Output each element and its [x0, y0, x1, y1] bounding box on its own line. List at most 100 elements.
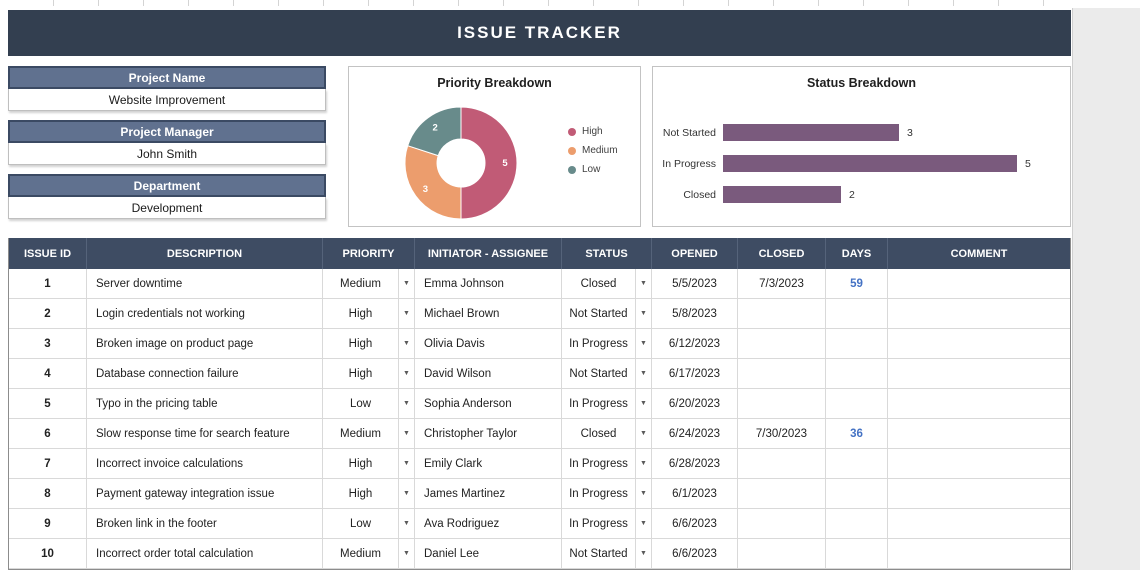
project-field-value[interactable]: Website Improvement — [8, 89, 326, 111]
opened-date-cell[interactable]: 6/20/2023 — [652, 389, 738, 419]
status-dropdown[interactable]: Not Started ▼ — [562, 359, 652, 389]
status-dropdown[interactable]: In Progress ▼ — [562, 449, 652, 479]
dropdown-arrow-icon[interactable]: ▼ — [398, 359, 414, 388]
description-cell[interactable]: Broken image on product page — [87, 329, 323, 359]
comment-cell[interactable] — [888, 419, 1070, 449]
comment-cell[interactable] — [888, 539, 1070, 569]
priority-dropdown[interactable]: Medium ▼ — [323, 539, 415, 569]
description-cell[interactable]: Database connection failure — [87, 359, 323, 389]
closed-date-cell[interactable] — [738, 389, 826, 419]
issue-id-cell[interactable]: 5 — [9, 389, 87, 419]
assignee-cell[interactable]: Christopher Taylor — [415, 419, 562, 449]
issue-id-cell[interactable]: 2 — [9, 299, 87, 329]
comment-cell[interactable] — [888, 359, 1070, 389]
opened-date-cell[interactable]: 6/6/2023 — [652, 539, 738, 569]
dropdown-arrow-icon[interactable]: ▼ — [398, 479, 414, 508]
comment-cell[interactable] — [888, 479, 1070, 509]
dropdown-arrow-icon[interactable]: ▼ — [398, 419, 414, 448]
issue-id-cell[interactable]: 4 — [9, 359, 87, 389]
opened-date-cell[interactable]: 6/1/2023 — [652, 479, 738, 509]
dropdown-arrow-icon[interactable]: ▼ — [398, 509, 414, 538]
status-dropdown[interactable]: Closed ▼ — [562, 269, 652, 299]
description-cell[interactable]: Payment gateway integration issue — [87, 479, 323, 509]
opened-date-cell[interactable]: 5/5/2023 — [652, 269, 738, 299]
closed-date-cell[interactable]: 7/30/2023 — [738, 419, 826, 449]
issue-id-cell[interactable]: 7 — [9, 449, 87, 479]
closed-date-cell[interactable]: 7/3/2023 — [738, 269, 826, 299]
days-cell[interactable] — [826, 389, 888, 419]
dropdown-arrow-icon[interactable]: ▼ — [398, 449, 414, 478]
issue-id-cell[interactable]: 10 — [9, 539, 87, 569]
dropdown-arrow-icon[interactable]: ▼ — [635, 419, 651, 448]
assignee-cell[interactable]: David Wilson — [415, 359, 562, 389]
assignee-cell[interactable]: Ava Rodriguez — [415, 509, 562, 539]
status-dropdown[interactable]: In Progress ▼ — [562, 479, 652, 509]
issue-id-cell[interactable]: 1 — [9, 269, 87, 299]
days-cell[interactable] — [826, 479, 888, 509]
days-cell[interactable]: 36 — [826, 419, 888, 449]
dropdown-arrow-icon[interactable]: ▼ — [635, 539, 651, 568]
comment-cell[interactable] — [888, 299, 1070, 329]
dropdown-arrow-icon[interactable]: ▼ — [635, 509, 651, 538]
description-cell[interactable]: Broken link in the footer — [87, 509, 323, 539]
status-dropdown[interactable]: In Progress ▼ — [562, 329, 652, 359]
closed-date-cell[interactable] — [738, 509, 826, 539]
comment-cell[interactable] — [888, 269, 1070, 299]
priority-dropdown[interactable]: Medium ▼ — [323, 419, 415, 449]
comment-cell[interactable] — [888, 389, 1070, 419]
dropdown-arrow-icon[interactable]: ▼ — [398, 389, 414, 418]
dropdown-arrow-icon[interactable]: ▼ — [635, 389, 651, 418]
closed-date-cell[interactable] — [738, 359, 826, 389]
project-field-value[interactable]: John Smith — [8, 143, 326, 165]
days-cell[interactable] — [826, 449, 888, 479]
opened-date-cell[interactable]: 6/6/2023 — [652, 509, 738, 539]
days-cell[interactable] — [826, 359, 888, 389]
issue-id-cell[interactable]: 3 — [9, 329, 87, 359]
issue-id-cell[interactable]: 6 — [9, 419, 87, 449]
opened-date-cell[interactable]: 6/24/2023 — [652, 419, 738, 449]
description-cell[interactable]: Incorrect invoice calculations — [87, 449, 323, 479]
dropdown-arrow-icon[interactable]: ▼ — [635, 329, 651, 358]
closed-date-cell[interactable] — [738, 329, 826, 359]
priority-dropdown[interactable]: High ▼ — [323, 359, 415, 389]
description-cell[interactable]: Incorrect order total calculation — [87, 539, 323, 569]
assignee-cell[interactable]: James Martinez — [415, 479, 562, 509]
status-dropdown[interactable]: Not Started ▼ — [562, 299, 652, 329]
dropdown-arrow-icon[interactable]: ▼ — [635, 359, 651, 388]
days-cell[interactable] — [826, 299, 888, 329]
assignee-cell[interactable]: Sophia Anderson — [415, 389, 562, 419]
dropdown-arrow-icon[interactable]: ▼ — [635, 269, 651, 298]
days-cell[interactable]: 59 — [826, 269, 888, 299]
closed-date-cell[interactable] — [738, 449, 826, 479]
days-cell[interactable] — [826, 509, 888, 539]
status-dropdown[interactable]: In Progress ▼ — [562, 509, 652, 539]
closed-date-cell[interactable] — [738, 299, 826, 329]
comment-cell[interactable] — [888, 449, 1070, 479]
priority-dropdown[interactable]: Low ▼ — [323, 389, 415, 419]
dropdown-arrow-icon[interactable]: ▼ — [635, 449, 651, 478]
dropdown-arrow-icon[interactable]: ▼ — [398, 539, 414, 568]
comment-cell[interactable] — [888, 509, 1070, 539]
description-cell[interactable]: Server downtime — [87, 269, 323, 299]
priority-dropdown[interactable]: Medium ▼ — [323, 269, 415, 299]
priority-dropdown[interactable]: Low ▼ — [323, 509, 415, 539]
days-cell[interactable] — [826, 539, 888, 569]
dropdown-arrow-icon[interactable]: ▼ — [635, 479, 651, 508]
opened-date-cell[interactable]: 5/8/2023 — [652, 299, 738, 329]
dropdown-arrow-icon[interactable]: ▼ — [398, 299, 414, 328]
assignee-cell[interactable]: Olivia Davis — [415, 329, 562, 359]
assignee-cell[interactable]: Daniel Lee — [415, 539, 562, 569]
opened-date-cell[interactable]: 6/12/2023 — [652, 329, 738, 359]
issue-id-cell[interactable]: 9 — [9, 509, 87, 539]
description-cell[interactable]: Typo in the pricing table — [87, 389, 323, 419]
opened-date-cell[interactable]: 6/17/2023 — [652, 359, 738, 389]
assignee-cell[interactable]: Michael Brown — [415, 299, 562, 329]
priority-dropdown[interactable]: High ▼ — [323, 479, 415, 509]
priority-dropdown[interactable]: High ▼ — [323, 299, 415, 329]
priority-dropdown[interactable]: High ▼ — [323, 449, 415, 479]
opened-date-cell[interactable]: 6/28/2023 — [652, 449, 738, 479]
assignee-cell[interactable]: Emma Johnson — [415, 269, 562, 299]
status-dropdown[interactable]: In Progress ▼ — [562, 389, 652, 419]
comment-cell[interactable] — [888, 329, 1070, 359]
status-dropdown[interactable]: Closed ▼ — [562, 419, 652, 449]
